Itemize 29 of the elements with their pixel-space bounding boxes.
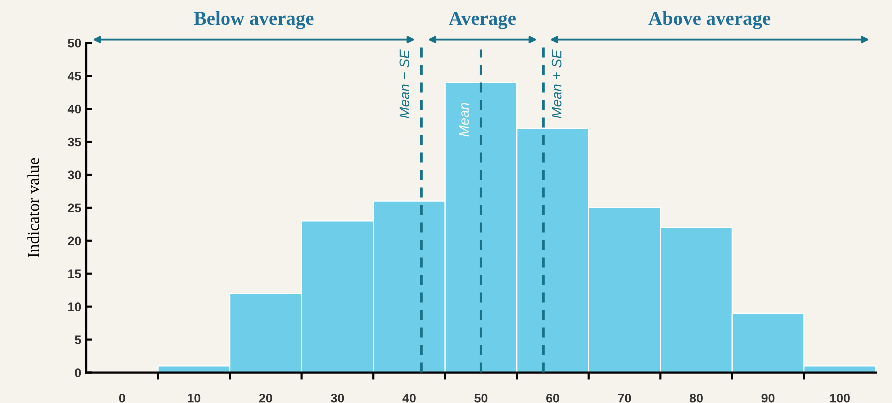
- x-tick-label: 70: [618, 394, 632, 403]
- y-tick-label: 45: [68, 72, 82, 81]
- x-tick-label: 0: [119, 394, 126, 403]
- x-tick-label: 80: [690, 394, 703, 403]
- y-tick-label: 40: [68, 104, 82, 114]
- y-axis-title: Indicator value: [28, 158, 40, 258]
- ref-line-label: Mean: [459, 103, 470, 137]
- y-tick-label: 0: [75, 368, 82, 378]
- x-tick-label: 60: [546, 394, 560, 403]
- x-tick-label: 90: [762, 394, 775, 403]
- y-tick-label: 35: [68, 138, 82, 147]
- ref-line-label: Mean − SE: [400, 50, 410, 118]
- x-tick-label: 100: [830, 394, 850, 403]
- text: Above average: [648, 11, 771, 30]
- y-tick-label: 20: [68, 236, 82, 246]
- text: Average: [449, 12, 516, 30]
- y-tick-label: 30: [68, 170, 82, 180]
- y-tick-label: 50: [68, 38, 82, 48]
- x-tick-label: 20: [259, 394, 272, 403]
- x-tick-label: 10: [188, 394, 201, 403]
- x-tick-label: 40: [402, 394, 416, 403]
- y-tick-label: 15: [68, 270, 82, 279]
- ref-line-label: Mean + SE: [552, 50, 562, 118]
- text: Below average: [194, 11, 314, 30]
- y-tick-label: 10: [68, 302, 82, 312]
- y-tick-label: 5: [75, 336, 82, 344]
- y-tick-label: 25: [68, 204, 82, 213]
- x-tick-label: 50: [474, 394, 488, 403]
- x-tick-label: 30: [331, 394, 344, 403]
